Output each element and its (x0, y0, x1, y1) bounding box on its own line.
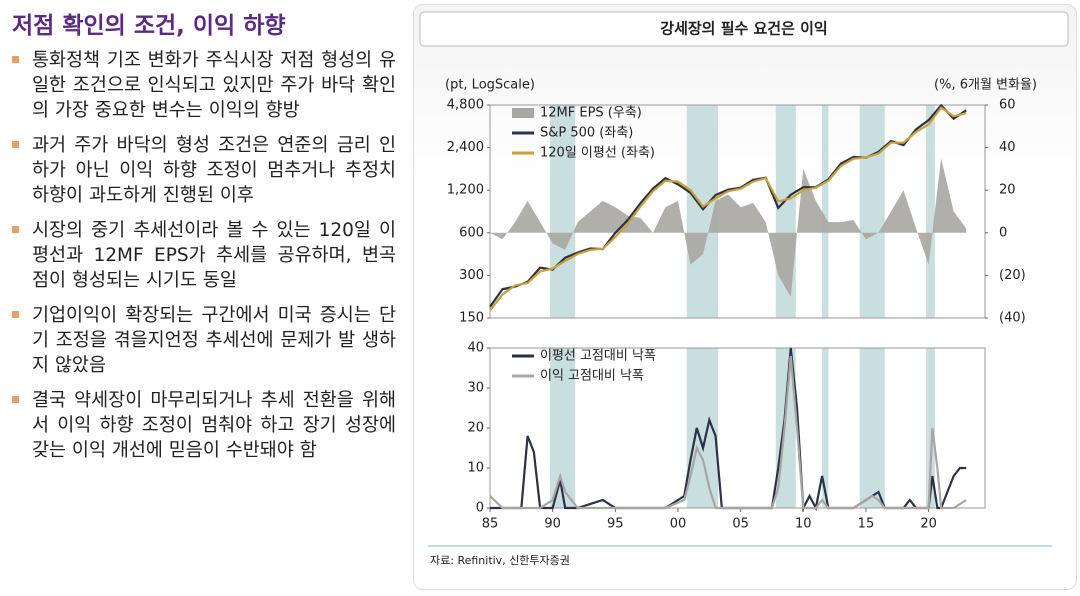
y-tick-label: 1,200 (447, 183, 484, 198)
x-tick-label: 20 (920, 517, 937, 532)
highlight-band (822, 348, 829, 508)
y-tick-label: 10 (467, 461, 484, 476)
bullet: 과거 주가 바닥의 형성 조건은 연준의 금리 인하가 아닌 이익 하향 조정이… (8, 133, 396, 208)
y2-tick-label: 60 (999, 98, 1016, 113)
bullet: 시장의 중기 추세선이라 볼 수 있는 120일 이 평선과 12MF EPS가… (8, 218, 396, 293)
bullets: 통화정책 기조 변화가 주식시장 저점 형성의 유일한 조건으로 인식되고 있지… (8, 48, 396, 463)
y-tick-label: 2,400 (447, 140, 484, 155)
y-tick-label: 600 (459, 225, 484, 240)
x-tick-label: 85 (482, 517, 499, 532)
x-tick-label: 00 (670, 517, 687, 532)
y-tick-label: 0 (476, 501, 484, 516)
highlight-band (686, 105, 719, 318)
bullet: 통화정책 기조 변화가 주식시장 저점 형성의 유일한 조건으로 인식되고 있지… (8, 48, 396, 123)
x-tick-label: 95 (607, 517, 624, 532)
highlight-band (550, 105, 576, 318)
legend-label: 120일 이평선 (좌축) (540, 146, 655, 161)
y-tick-label: 20 (467, 421, 484, 436)
bullet: 기업이익이 확장되는 구간에서 미국 증시는 단기 조정을 겪을지언정 추세선에… (8, 303, 396, 378)
highlight-band (859, 348, 885, 508)
y2-tick-label: 40 (999, 140, 1016, 155)
y-tick-label: 4,800 (447, 98, 484, 113)
y2-axis-label: (%, 6개월 변화율) (934, 78, 1037, 93)
panel-title: 강세장의 필수 요건은 이익 (660, 20, 827, 38)
y2-tick-label: (40) (999, 311, 1026, 326)
source: 자료: Refinitiv, 신한투자증권 (430, 554, 570, 567)
highlight-band (822, 105, 829, 318)
legend-label: 이익 고점대비 낙폭 (540, 369, 644, 384)
x-tick-label: 15 (858, 517, 875, 532)
legend-label: 이평선 고점대비 낙폭 (540, 349, 656, 364)
series-line (489, 103, 967, 308)
y2-tick-label: 20 (999, 183, 1016, 198)
eps-area (490, 158, 967, 297)
y-tick-label: 30 (467, 381, 484, 396)
series-line (489, 355, 967, 510)
y-tick-label: 40 (467, 341, 484, 356)
bullet: 결국 약세장이 마무리되거나 추세 전환을 위해서 이익 하향 조정이 멈춰야 … (8, 388, 396, 463)
x-tick-label: 10 (795, 517, 812, 532)
legend-label: 12MF EPS (우축) (540, 106, 642, 121)
y-tick-label: 150 (459, 311, 484, 326)
highlight-band (926, 348, 935, 508)
text-column: 저점 확인의 조건, 이익 하향 통화정책 기조 변화가 주식시장 저점 형성의… (8, 6, 396, 473)
x-tick-label: 90 (544, 517, 561, 532)
series-line (489, 106, 967, 311)
legend-label: S&P 500 (좌축) (540, 126, 633, 141)
y-tick-label: 300 (459, 268, 484, 283)
y2-tick-label: (20) (999, 268, 1026, 283)
highlight-band (926, 105, 935, 318)
y-axis-label: (pt, LogScale) (445, 78, 535, 93)
highlight-band (859, 105, 885, 318)
legend-swatch (512, 108, 534, 118)
slide-title: 저점 확인의 조건, 이익 하향 (12, 13, 286, 39)
y2-tick-label: 0 (999, 225, 1007, 240)
panel-title-box (419, 11, 1069, 47)
plot-frame (489, 104, 986, 319)
x-tick-label: 05 (732, 517, 749, 532)
